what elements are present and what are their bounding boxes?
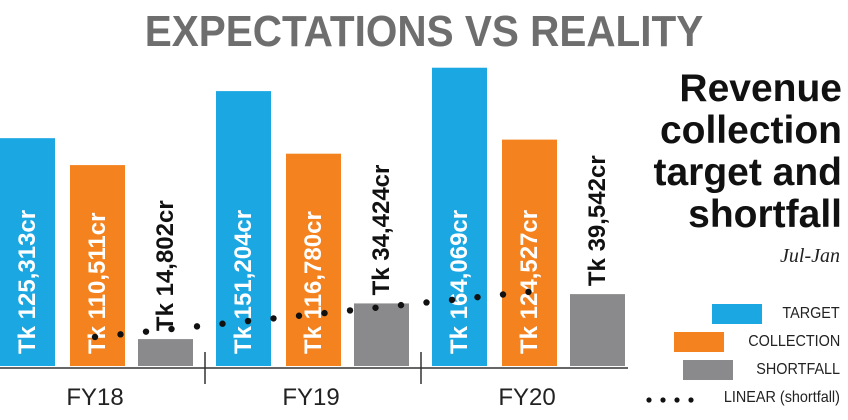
trendline-dot bbox=[448, 296, 456, 304]
bar-value-label: Tk 125,313cr bbox=[14, 210, 41, 354]
bar-value-label: Tk 151,204cr bbox=[230, 210, 257, 354]
legend-item-target: TARGET bbox=[712, 304, 840, 324]
trendline-dot bbox=[219, 320, 226, 327]
trendline-dot bbox=[142, 328, 150, 335]
bar-value-label: Tk 14,802cr bbox=[152, 200, 179, 331]
bar-shortfall-fy20 bbox=[570, 294, 625, 366]
legend-item-trendline: LINEAR (shortfall) bbox=[645, 388, 840, 408]
legend-label: TARGET bbox=[782, 305, 840, 322]
bar-value-label: Tk 164,069cr bbox=[446, 210, 473, 354]
trendline-dot bbox=[499, 291, 507, 298]
legend-item-collection: COLLECTION bbox=[673, 332, 840, 352]
bar-target-fy18 bbox=[0, 138, 55, 366]
bar-target-fy19 bbox=[216, 91, 271, 366]
trendline-dot bbox=[193, 323, 201, 330]
chart-title-line: target and bbox=[653, 151, 842, 194]
bar-value-label: Tk 116,780cr bbox=[300, 211, 327, 354]
headline: EXPECTATIONS VS REALITY bbox=[144, 7, 704, 56]
legend-dots-icon bbox=[646, 397, 694, 403]
bar-collection-fy20 bbox=[502, 139, 557, 366]
trendline-group bbox=[91, 288, 532, 341]
chart-title-line: collection bbox=[659, 109, 842, 152]
trendline-dot bbox=[346, 307, 354, 314]
bar-value-label: Tk 124,527cr bbox=[516, 210, 543, 354]
bar-shortfall-fy18 bbox=[138, 339, 193, 366]
legend-label: COLLECTION bbox=[747, 333, 840, 350]
trendline-dot bbox=[270, 315, 277, 322]
bar-value-label: Tk 39,542cr bbox=[584, 155, 611, 286]
bar-value-label: Tk 34,424cr bbox=[368, 165, 395, 296]
x-axis: FY18 FY19 FY20 bbox=[0, 352, 628, 411]
trendline-dot bbox=[423, 299, 430, 306]
trendline-dot bbox=[244, 317, 252, 325]
bar-labels-group: Tk 125,313cr Tk 151,204cr Tk 164,069cr Tk 1… bbox=[14, 155, 611, 354]
trendline-dot bbox=[474, 293, 481, 301]
bar-collection-fy19 bbox=[286, 153, 341, 366]
trendline-dot bbox=[397, 301, 405, 309]
x-tick-label: FY19 bbox=[282, 384, 339, 411]
bar-shortfall-fy19 bbox=[354, 303, 409, 366]
chart-subtitle: Jul-Jan bbox=[780, 245, 840, 267]
x-tick-label: FY20 bbox=[498, 384, 555, 411]
legend-item-shortfall: SHORTFALL bbox=[682, 360, 840, 380]
bar-value-label: Tk 110,511cr bbox=[84, 213, 111, 354]
bars-group bbox=[0, 67, 625, 366]
bar-target-fy20 bbox=[432, 67, 487, 366]
trendline-dot bbox=[117, 331, 124, 338]
legend-swatch-shortfall bbox=[682, 360, 733, 380]
trendline-dot bbox=[321, 309, 328, 317]
legend-label: LINEAR (shortfall) bbox=[723, 389, 840, 406]
trendline-dot bbox=[525, 288, 532, 296]
trendline-dot bbox=[91, 333, 99, 341]
legend-swatch-collection bbox=[673, 332, 724, 352]
trendline-dot bbox=[295, 312, 303, 319]
chart-title-line: Revenue bbox=[679, 67, 842, 110]
bar-collection-fy18 bbox=[70, 165, 125, 366]
legend-label: SHORTFALL bbox=[756, 361, 840, 378]
chart-title: Revenue collection target and shortfall bbox=[582, 68, 842, 236]
trendline-dot bbox=[372, 304, 379, 311]
chart-title-line: shortfall bbox=[688, 193, 842, 236]
legend-swatch-target bbox=[712, 304, 763, 324]
trendline-dot bbox=[168, 325, 175, 333]
x-tick-label: FY18 bbox=[66, 384, 123, 411]
